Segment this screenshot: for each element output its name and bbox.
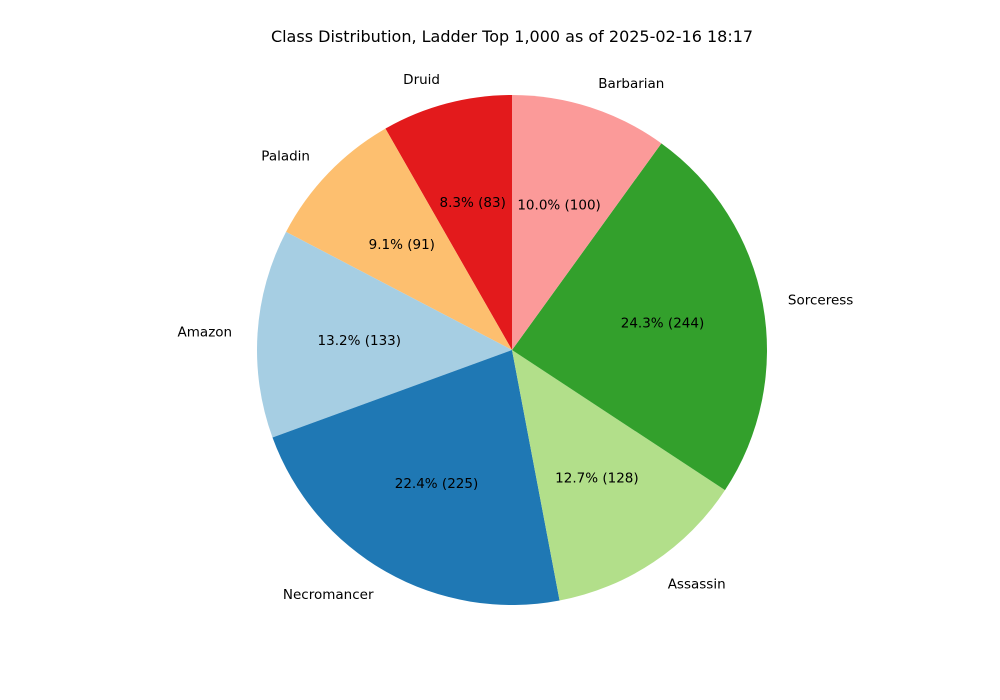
slice-percent-barbarian: 10.0% (100)	[517, 197, 600, 213]
pie-labels: Druid 8.3% (83) Paladin 9.1% (91) Amazon 13.2…	[178, 72, 854, 603]
pie-slice-necromancer	[272, 350, 560, 606]
slice-label-sorceress: Sorceress	[788, 292, 853, 308]
pie-slice-amazon	[257, 231, 512, 438]
slice-label-amazon: Amazon	[178, 325, 233, 341]
pie-slice-paladin	[286, 128, 512, 350]
pie-slice-sorceress	[512, 143, 767, 491]
slice-percent-paladin: 9.1% (91)	[369, 237, 435, 253]
slice-percent-necromancer: 22.4% (225)	[395, 476, 478, 492]
slice-label-assassin: Assassin	[668, 576, 726, 592]
slice-percent-assassin: 12.7% (128)	[555, 470, 638, 486]
pie-slice-assassin	[512, 350, 726, 601]
pie-slices	[257, 95, 767, 606]
slice-percent-sorceress: 24.3% (244)	[621, 315, 704, 331]
slice-label-necromancer: Necromancer	[283, 587, 374, 603]
slice-percent-druid: 8.3% (83)	[440, 195, 506, 211]
slice-label-barbarian: Barbarian	[598, 76, 664, 92]
slice-label-paladin: Paladin	[261, 148, 310, 164]
slice-label-druid: Druid	[403, 72, 440, 88]
pie-slice-barbarian	[512, 95, 662, 350]
slice-percent-amazon: 13.2% (133)	[318, 333, 401, 349]
chart-title: Class Distribution, Ladder Top 1,000 as …	[271, 27, 753, 46]
pie-slice-druid	[385, 95, 512, 350]
